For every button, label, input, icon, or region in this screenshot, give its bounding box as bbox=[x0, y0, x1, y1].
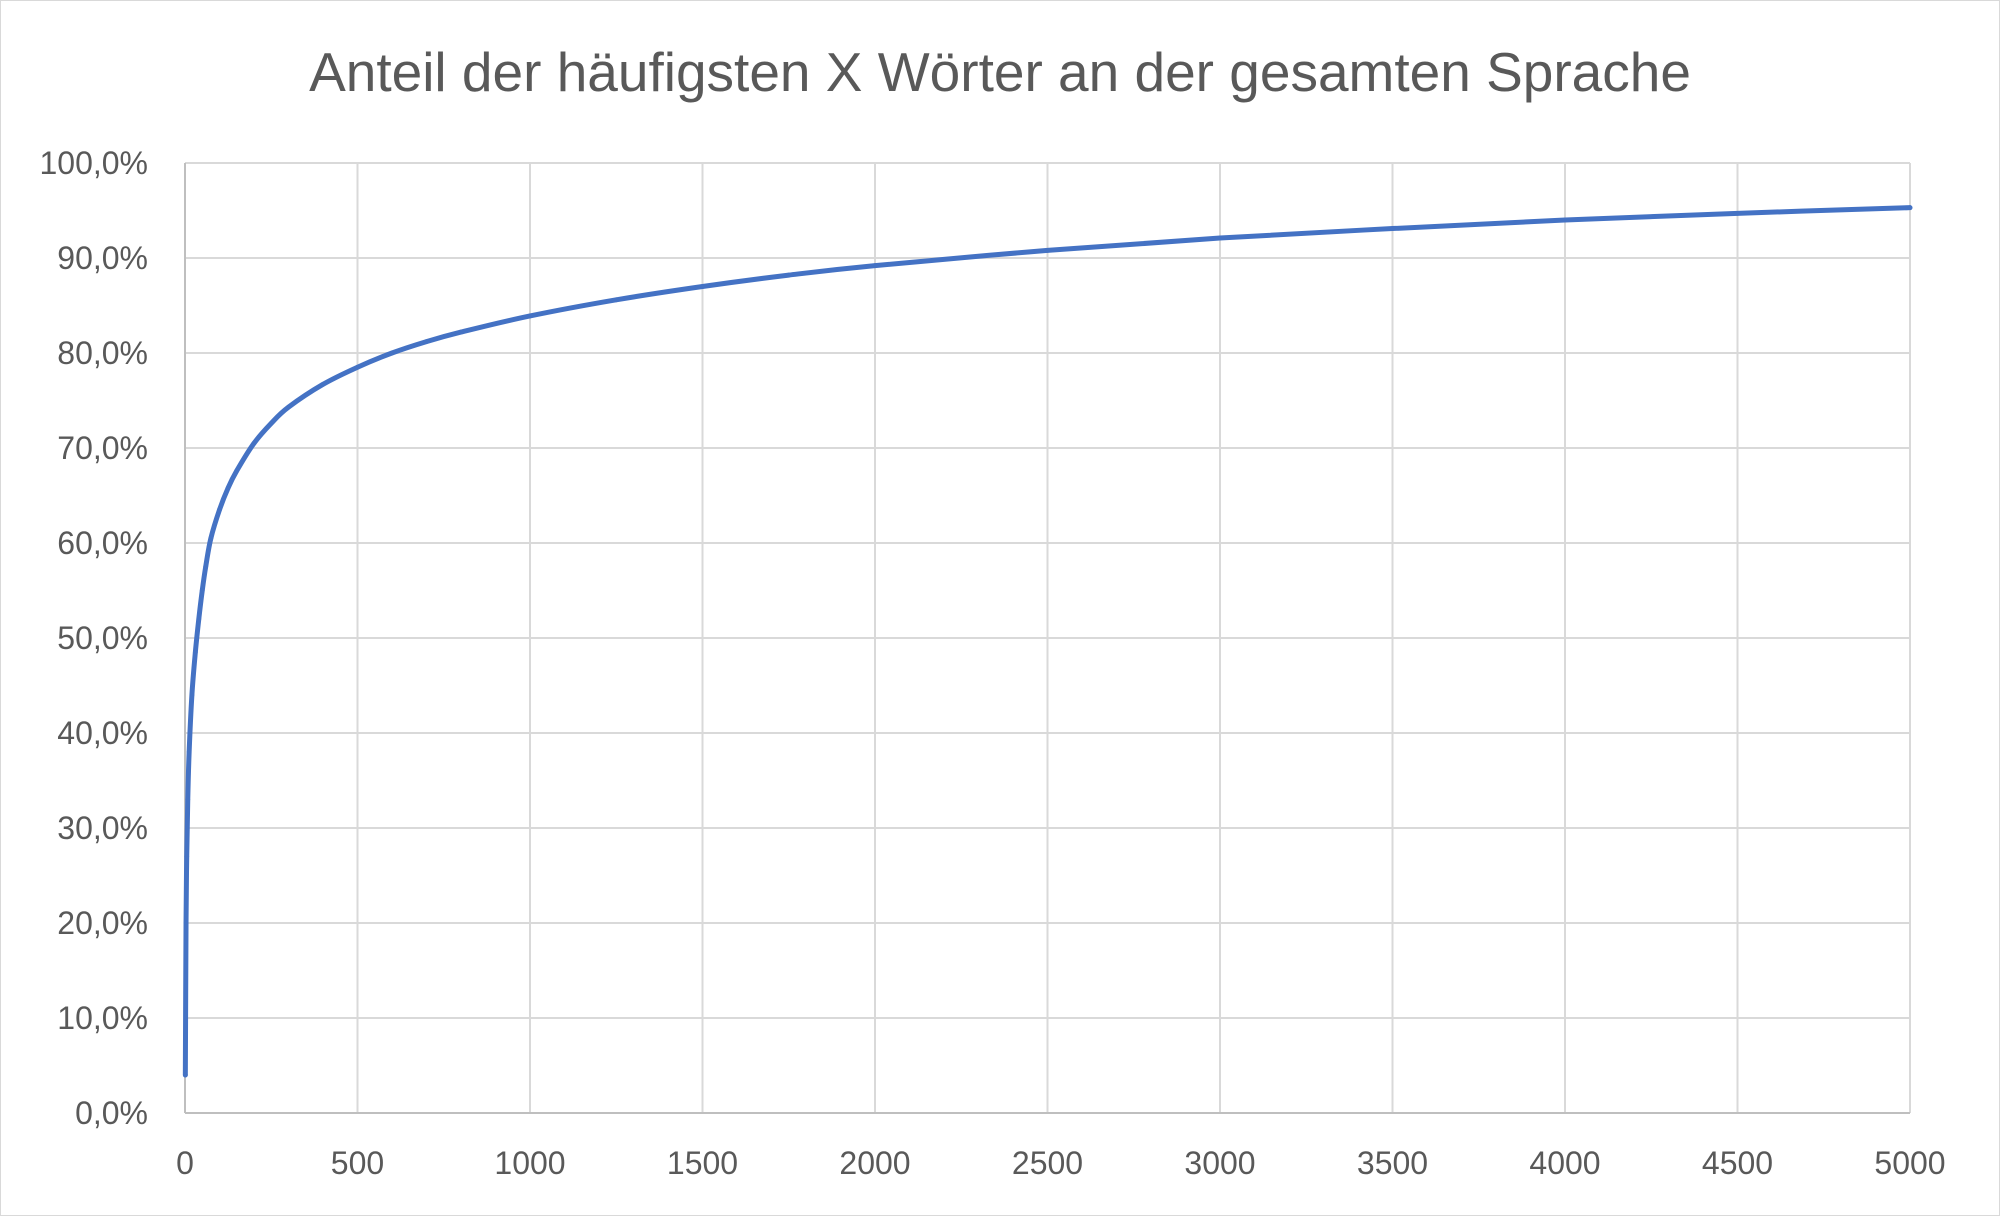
data-point bbox=[185, 797, 191, 802]
x-tick-label: 1500 bbox=[667, 1145, 738, 1181]
data-point bbox=[1735, 210, 1740, 216]
data-point bbox=[424, 339, 429, 344]
data-point bbox=[208, 535, 214, 541]
data-point bbox=[355, 364, 360, 370]
x-tick-label: 3000 bbox=[1184, 1145, 1255, 1181]
x-tick-label: 1000 bbox=[494, 1145, 565, 1181]
x-tick-label: 2000 bbox=[839, 1145, 910, 1181]
data-point bbox=[225, 485, 231, 491]
data-point bbox=[1045, 248, 1050, 253]
y-tick-label: 50,0% bbox=[57, 620, 148, 656]
data-point bbox=[458, 329, 464, 335]
y-tick-label: 80,0% bbox=[57, 335, 148, 371]
x-tick-label: 500 bbox=[331, 1145, 384, 1181]
x-tick-label: 2500 bbox=[1012, 1145, 1083, 1181]
data-point bbox=[189, 692, 195, 698]
x-tick-label: 5000 bbox=[1874, 1145, 1945, 1181]
y-tick-label: 40,0% bbox=[57, 715, 148, 751]
y-tick-label: 60,0% bbox=[57, 525, 148, 561]
data-point bbox=[1390, 226, 1395, 231]
data-point bbox=[286, 404, 291, 410]
data-point bbox=[196, 616, 202, 622]
data-point bbox=[1217, 235, 1223, 241]
data-point bbox=[183, 920, 189, 926]
y-tick-label: 70,0% bbox=[57, 430, 148, 466]
data-point bbox=[268, 420, 274, 426]
y-tick-label: 90,0% bbox=[57, 240, 148, 276]
data-point bbox=[251, 440, 257, 446]
data-point bbox=[182, 1072, 188, 1078]
data-point bbox=[217, 507, 222, 513]
data-point bbox=[192, 649, 198, 655]
gridlines bbox=[185, 162, 1911, 1113]
x-tick-label: 4500 bbox=[1702, 1145, 1773, 1181]
data-point bbox=[203, 564, 209, 570]
tick-labels: 0,0% 10,0% 20,0% 30,0% 40,0% 50,0% 60,0% 70,0% 8… bbox=[39, 145, 1945, 1181]
x-tick-label: 0 bbox=[176, 1145, 194, 1181]
x-tick-label: 4000 bbox=[1529, 1145, 1600, 1181]
data-point bbox=[613, 297, 619, 303]
series-points bbox=[182, 205, 1913, 1078]
series-layer bbox=[182, 205, 1913, 1078]
data-point bbox=[700, 284, 705, 289]
y-tick-label: 0,0% bbox=[75, 1095, 148, 1131]
y-tick-label: 100,0% bbox=[39, 145, 148, 181]
data-point bbox=[527, 313, 533, 319]
data-point bbox=[184, 854, 190, 859]
y-tick-label: 10,0% bbox=[57, 1000, 148, 1036]
data-point bbox=[186, 749, 192, 755]
x-tick-label: 3500 bbox=[1357, 1145, 1428, 1181]
data-point bbox=[389, 350, 395, 356]
chart-title: Anteil der häufigsten X Wörter an der ge… bbox=[309, 41, 1691, 103]
y-tick-label: 30,0% bbox=[57, 810, 148, 846]
data-point bbox=[786, 272, 792, 278]
data-point bbox=[1562, 217, 1568, 223]
y-tick-label: 20,0% bbox=[57, 905, 148, 941]
data-point bbox=[234, 468, 240, 474]
data-point bbox=[872, 263, 878, 268]
data-point bbox=[199, 588, 205, 593]
data-point bbox=[320, 381, 326, 387]
data-point bbox=[1907, 205, 1913, 211]
